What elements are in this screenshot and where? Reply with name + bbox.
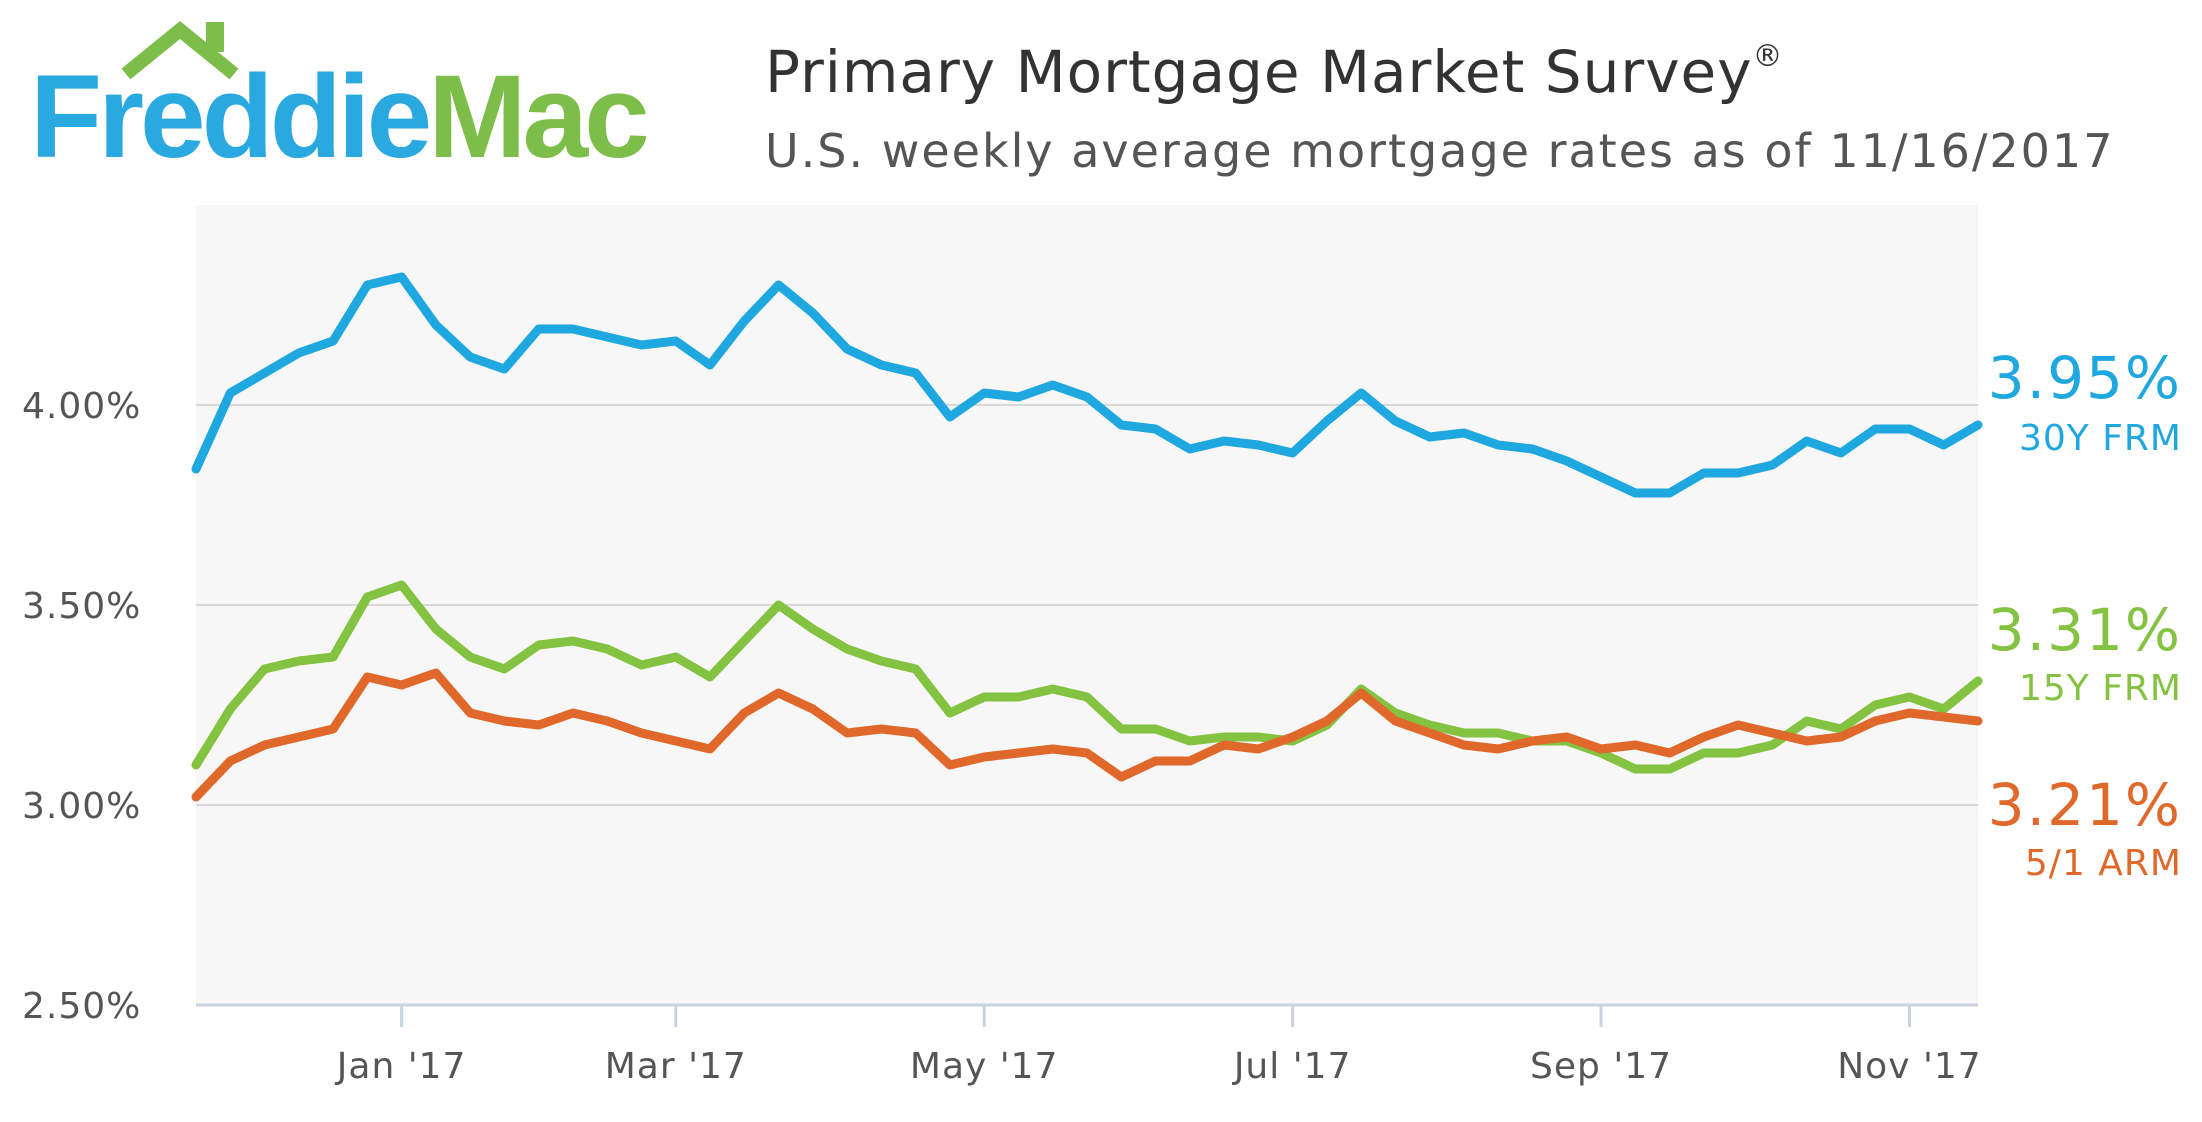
logo-word-mac: Mac: [428, 51, 650, 183]
x-tick-label: Jan '17: [335, 1046, 467, 1087]
end-value-arm51: 3.21%: [1988, 771, 2182, 839]
logo-word-freddie: Freddie: [30, 51, 432, 183]
x-tick-label: May '17: [910, 1046, 1059, 1087]
x-tick-label: Sep '17: [1530, 1046, 1672, 1087]
end-value-frm30: 3.95%: [1988, 344, 2182, 412]
end-value-frm15: 3.31%: [1988, 596, 2182, 664]
series-name-frm15: 15Y FRM: [2019, 668, 2182, 709]
x-tick-label: Nov '17: [1837, 1046, 1981, 1087]
y-tick-label: 2.50%: [22, 986, 141, 1027]
grid: [196, 404, 1978, 806]
registered-mark: ®: [1752, 39, 1784, 74]
y-tick-label: 3.00%: [22, 786, 141, 827]
series-line-frm30: [191, 272, 1983, 498]
x-tick-label: Mar '17: [605, 1046, 747, 1087]
chart-title: Primary Mortgage Market Survey®: [765, 38, 1784, 106]
series-name-frm30: 30Y FRM: [2019, 418, 2182, 459]
chart-title-text: Primary Mortgage Market Survey: [765, 38, 1753, 106]
series-line-frm15: [191, 580, 1983, 774]
y-tick-label: 3.50%: [22, 586, 141, 627]
y-tick-label: 4.00%: [22, 386, 141, 427]
end-labels: 3.95% 30Y FRM 3.31%15Y FRM 3.21%5/1 ARM: [1988, 344, 2182, 884]
series-name-arm51: 5/1 ARM: [2025, 843, 2182, 884]
series-lines: [191, 272, 1983, 802]
series-line-arm51: [191, 668, 1983, 802]
chart-subtitle: U.S. weekly average mortgage rates as of…: [765, 124, 2115, 178]
house-roof-icon: [121, 20, 239, 80]
x-tick-label: Jul '17: [1232, 1046, 1352, 1087]
freddie-mac-logo: FreddieMac: [30, 18, 690, 188]
axes: 2.50% 3.00% 3.50% 4.00% Jan '17 Mar '17 May '1…: [22, 386, 1981, 1087]
